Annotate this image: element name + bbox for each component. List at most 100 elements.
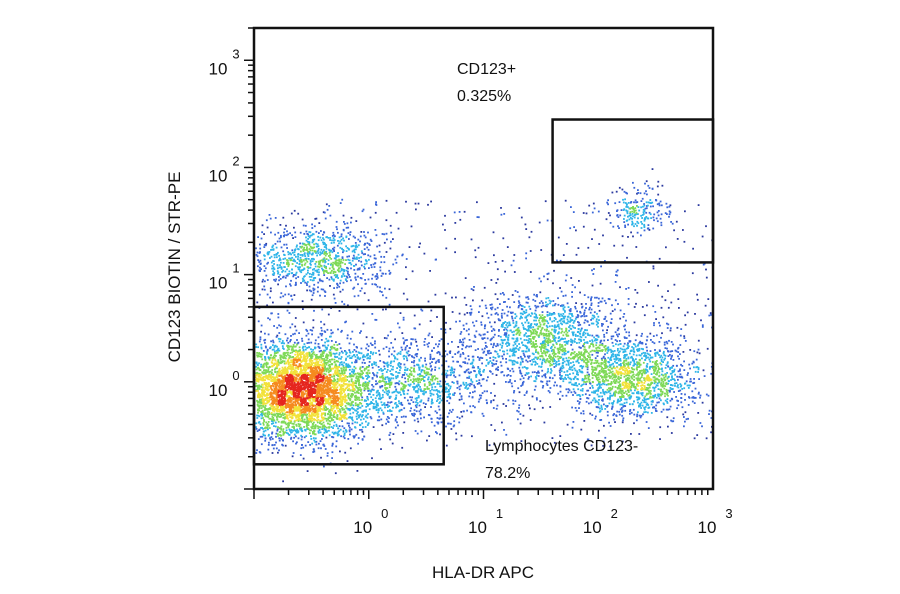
event-dot: [547, 390, 550, 392]
event-dot: [404, 339, 407, 342]
event-dot: [472, 355, 475, 358]
event-dot: [684, 420, 686, 423]
event-dot: [375, 406, 378, 409]
event-dot: [274, 421, 277, 424]
event-dot: [614, 353, 617, 356]
event-dot: [548, 391, 551, 394]
event-dot: [511, 367, 514, 370]
event-dot: [270, 255, 273, 258]
event-dot: [455, 438, 458, 441]
event-dot: [376, 371, 379, 374]
event-dot: [523, 339, 526, 341]
event-dot: [271, 432, 273, 435]
event-dot: [287, 233, 289, 236]
event-dot: [282, 275, 285, 278]
event-dot: [287, 344, 290, 347]
event-dot: [470, 288, 473, 290]
event-dot: [566, 318, 569, 321]
event-dot: [297, 266, 299, 269]
event-dot: [621, 421, 624, 424]
event-dot: [516, 338, 519, 341]
event-dot: [376, 419, 379, 422]
event-dot: [307, 238, 309, 240]
event-dot: [302, 308, 304, 310]
event-dot: [531, 312, 534, 315]
event-dot: [269, 438, 272, 441]
event-dot: [598, 297, 600, 300]
event-dot: [261, 224, 264, 227]
event-dot: [389, 271, 392, 274]
event-dot: [314, 342, 317, 345]
event-dot: [590, 296, 593, 299]
event-dot: [264, 437, 267, 440]
event-dot: [661, 295, 664, 298]
event-dot: [536, 398, 538, 401]
event-dot: [642, 361, 645, 364]
event-dot: [688, 397, 691, 399]
event-dot: [614, 360, 616, 363]
event-dot: [593, 316, 596, 319]
event-dot: [549, 360, 552, 363]
event-dot: [598, 383, 601, 385]
event-dot: [476, 216, 479, 218]
event-dot: [354, 272, 357, 275]
event-dot: [499, 303, 501, 305]
event-dot: [395, 211, 398, 214]
event-dot: [577, 362, 580, 364]
event-dot: [369, 342, 372, 345]
event-dot: [651, 201, 654, 204]
event-dot: [385, 381, 388, 383]
event-dot: [564, 347, 566, 350]
event-dot: [375, 401, 378, 404]
event-dot: [399, 391, 401, 394]
event-dot: [693, 381, 696, 384]
event-dot: [652, 386, 654, 389]
event-dot: [640, 214, 642, 217]
event-dot: [651, 168, 654, 170]
event-dot: [417, 202, 420, 205]
event-dot: [534, 380, 537, 383]
event-dot: [259, 259, 262, 262]
event-dot: [640, 206, 642, 209]
event-dot: [277, 347, 280, 350]
event-dot: [323, 249, 325, 252]
event-dot: [328, 419, 331, 422]
event-dot: [657, 284, 659, 287]
event-dot: [435, 431, 437, 433]
event-dot: [614, 308, 616, 311]
event-dot: [597, 335, 600, 338]
event-dot: [257, 259, 260, 261]
event-dot: [268, 417, 271, 420]
event-dot: [280, 266, 282, 268]
event-dot: [379, 386, 382, 389]
event-dot: [708, 413, 710, 415]
event-dot: [585, 315, 588, 317]
event-dot: [638, 349, 641, 352]
event-dot: [496, 343, 499, 345]
event-dot: [520, 216, 523, 219]
event-dot: [672, 359, 675, 361]
event-dot: [388, 434, 391, 436]
event-dot: [670, 356, 673, 358]
event-dot: [370, 264, 372, 266]
event-dot: [341, 256, 344, 259]
event-dot: [260, 353, 262, 356]
event-dot: [582, 225, 585, 228]
event-dot: [277, 451, 279, 454]
event-dot: [605, 391, 608, 394]
event-dot: [619, 286, 621, 289]
event-dot: [635, 396, 638, 399]
event-dot: [375, 201, 377, 203]
event-dot: [325, 436, 328, 439]
event-dot: [514, 290, 517, 292]
event-dot: [306, 342, 309, 344]
event-dot: [588, 324, 591, 326]
event-dot: [278, 449, 280, 452]
event-dot: [654, 349, 656, 351]
event-dot: [374, 397, 377, 400]
event-dot: [477, 216, 480, 219]
event-dot: [525, 359, 528, 362]
event-dot: [609, 369, 611, 372]
event-dot: [529, 407, 531, 410]
event-dot: [348, 424, 350, 427]
